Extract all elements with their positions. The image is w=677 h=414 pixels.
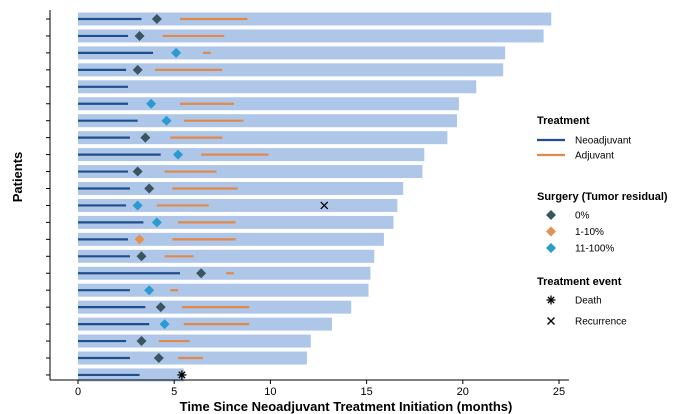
surgery-marker — [140, 132, 151, 143]
x-tick-label: 20 — [457, 386, 469, 398]
surgery-marker — [132, 64, 143, 75]
surgery-marker — [159, 319, 170, 330]
legend-label-neoadjuvant: Neoadjuvant — [575, 136, 631, 147]
legend-swatch-surgery_1_10 — [546, 226, 556, 237]
legend-label-adjuvant: Adjuvant — [575, 151, 614, 162]
surgery-marker — [136, 336, 147, 347]
surgery-marker — [132, 200, 143, 211]
legend-swatch-surgery_11_100 — [546, 243, 556, 253]
surgery-marker — [153, 353, 164, 363]
patient-bar — [78, 266, 371, 280]
surgery-marker — [144, 285, 155, 296]
legend-label-surgery_11_100: 11-100% — [575, 244, 614, 255]
legend-label-death: Death — [575, 296, 602, 307]
recurrence-marker-stroke — [320, 201, 329, 210]
x-axis-title: Time Since Neoadjuvant Treatment Initiat… — [180, 399, 513, 414]
surgery-marker — [146, 98, 157, 109]
legend-title-surgery: Surgery (Tumor residual) — [537, 191, 668, 203]
surgery-marker — [151, 14, 162, 24]
patient-bar — [78, 182, 404, 195]
surgery-marker — [171, 47, 182, 58]
patient-bar — [78, 114, 458, 128]
patient-bar — [78, 12, 552, 26]
patient-bar — [78, 198, 398, 212]
x-tick-label: 5 — [171, 386, 177, 398]
legend-title-event: Treatment event — [537, 276, 622, 288]
legend-label-surgery_1_10: 1-10% — [575, 227, 604, 238]
death-marker-stroke — [178, 371, 186, 379]
surgery-marker — [134, 30, 145, 41]
surgery-marker — [151, 217, 162, 228]
surgery-marker — [173, 149, 184, 160]
death-marker — [177, 370, 187, 380]
surgery-marker — [132, 166, 143, 177]
x-tick-label: 0 — [75, 386, 81, 398]
x-tick-label: 25 — [553, 386, 565, 398]
recurrence-marker — [320, 201, 329, 210]
legend-title-treatment: Treatment — [537, 115, 590, 127]
legend-swatch-recurrence — [547, 317, 555, 325]
x-tick-label: 15 — [360, 386, 372, 398]
y-axis-title: Patients — [10, 152, 25, 203]
x-tick-label: 10 — [264, 386, 276, 398]
surgery-marker — [144, 183, 155, 194]
patient-bar — [78, 63, 504, 77]
legend-swatch-surgery_0 — [546, 210, 556, 220]
patient-bar — [78, 80, 477, 94]
patient-bar — [78, 131, 448, 145]
patient-bar — [78, 46, 506, 60]
surgery-marker — [196, 268, 207, 279]
legend-swatch-death-stroke — [547, 296, 555, 304]
surgery-marker — [161, 115, 172, 126]
patient-bar — [78, 334, 311, 348]
surgery-marker — [155, 302, 166, 313]
patient-bar — [78, 249, 375, 263]
legend-label-recurrence: Recurrence — [575, 317, 627, 328]
legend-swatch-death — [546, 295, 556, 305]
patient-bar — [78, 29, 544, 43]
surgery-marker — [134, 234, 145, 245]
legend-label-surgery_0: 0% — [575, 211, 590, 222]
patient-bar — [78, 97, 459, 111]
patient-bar — [78, 165, 423, 179]
legend-swatch-recurrence-stroke — [547, 317, 555, 325]
surgery-marker — [136, 251, 147, 262]
